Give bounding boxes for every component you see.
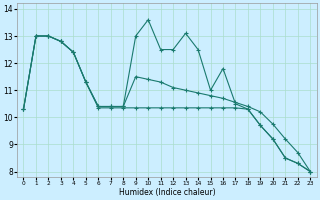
X-axis label: Humidex (Indice chaleur): Humidex (Indice chaleur) bbox=[119, 188, 215, 197]
